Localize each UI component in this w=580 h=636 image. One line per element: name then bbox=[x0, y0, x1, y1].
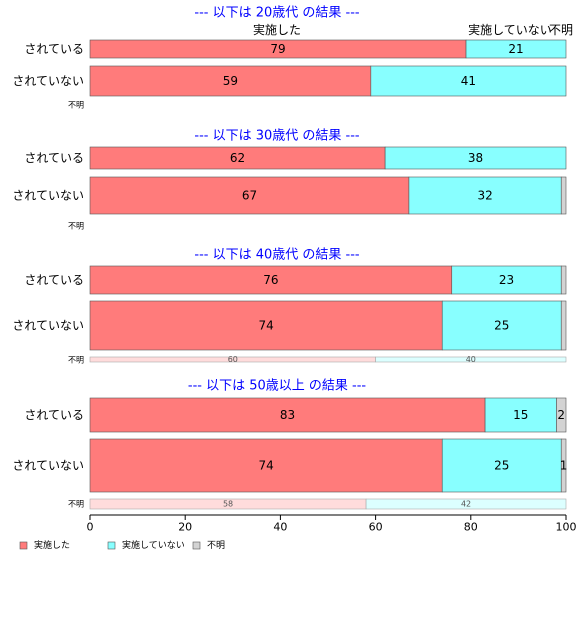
bar-value-label: 60 bbox=[228, 355, 238, 364]
bar-value-label: 76 bbox=[263, 273, 278, 287]
panel-1: --- 以下は 20歳代 の結果 --- されている 79 21 されていない 59 41 不… bbox=[12, 6, 567, 110]
bar-segment bbox=[560, 176, 567, 215]
row-label: されていない bbox=[12, 189, 84, 203]
bar-value-label: 21 bbox=[508, 42, 523, 56]
legend-label: 実施した bbox=[34, 539, 70, 551]
legend-label: 不明 bbox=[207, 540, 225, 551]
bar-segment bbox=[89, 397, 486, 433]
legend-swatch bbox=[19, 541, 28, 550]
bar-segment bbox=[408, 176, 562, 215]
panel-2: --- 以下は 30歳代 の結果 --- されている 62 38 されていない 67 32 不… bbox=[12, 129, 567, 231]
bar-value-label: 62 bbox=[230, 151, 245, 165]
bar-value-label: 67 bbox=[242, 189, 257, 203]
panel-4: --- 以下は 50歳以上 の結果 --- されている 83 15 2 されていない 74 2… bbox=[12, 379, 567, 510]
x-tick-label: 0 bbox=[87, 521, 94, 534]
legend-label: 実施していない bbox=[122, 539, 185, 551]
bar-segment bbox=[560, 438, 567, 493]
bar-segment bbox=[89, 65, 372, 97]
bar-value-label: 40 bbox=[466, 355, 476, 364]
bar-segment bbox=[484, 397, 557, 433]
bar-value-label: 2 bbox=[557, 408, 565, 422]
row-label-unknown: 不明 bbox=[68, 500, 84, 509]
row-label-unknown: 不明 bbox=[68, 222, 84, 231]
row-label: されていない bbox=[12, 459, 84, 473]
bar-segment bbox=[375, 356, 567, 363]
bar-segment bbox=[441, 300, 562, 351]
bar-segment bbox=[556, 397, 567, 433]
panel-title: --- 以下は 50歳以上 の結果 --- bbox=[188, 379, 367, 394]
column-header-unknown: 不明 bbox=[549, 23, 573, 37]
row-label-unknown: 不明 bbox=[68, 356, 84, 365]
column-header-not-implemented: 実施していない bbox=[468, 22, 552, 37]
bar-segment bbox=[89, 300, 443, 351]
panel-title: --- 以下は 40歳代 の結果 --- bbox=[194, 248, 360, 263]
x-tick-label: 40 bbox=[273, 521, 287, 534]
row-label-unknown: 不明 bbox=[68, 101, 84, 110]
bar-segment bbox=[370, 65, 567, 97]
x-tick-label: 100 bbox=[556, 521, 577, 534]
bar-segment bbox=[465, 39, 567, 59]
bar-value-label: 42 bbox=[461, 500, 471, 509]
row-label: されている bbox=[24, 408, 84, 422]
bar-value-label: 74 bbox=[258, 319, 273, 333]
bar-value-label: 58 bbox=[223, 500, 233, 509]
column-header-implemented: 実施した bbox=[253, 22, 301, 37]
bar-value-label: 79 bbox=[270, 42, 285, 56]
panel-3: --- 以下は 40歳代 の結果 --- されている 76 23 されていない 74 25 不… bbox=[12, 248, 567, 365]
bar-value-label: 25 bbox=[494, 459, 509, 473]
panel-title: --- 以下は 30歳代 の結果 --- bbox=[194, 129, 360, 144]
bar-segment bbox=[560, 300, 567, 351]
bar-segment bbox=[89, 438, 443, 493]
bar-value-label: 59 bbox=[223, 74, 238, 88]
x-tick-label: 80 bbox=[464, 521, 478, 534]
bar-segment bbox=[560, 265, 567, 295]
bar-value-label: 41 bbox=[461, 74, 476, 88]
bar-value-label: 23 bbox=[499, 273, 514, 287]
x-tick-label: 60 bbox=[369, 521, 383, 534]
bar-segment bbox=[89, 265, 453, 295]
x-tick-label: 20 bbox=[178, 521, 192, 534]
row-label: されていない bbox=[12, 74, 84, 88]
bar-value-label: 32 bbox=[477, 189, 492, 203]
row-label: されている bbox=[24, 273, 84, 287]
row-label: されている bbox=[24, 42, 84, 56]
bar-value-label: 38 bbox=[468, 151, 483, 165]
legend-swatch bbox=[107, 541, 116, 550]
bar-segment bbox=[451, 265, 562, 295]
legend-swatch bbox=[192, 541, 201, 550]
bar-value-label: 1 bbox=[560, 459, 568, 473]
bar-segment bbox=[365, 498, 567, 510]
bar-value-label: 74 bbox=[258, 459, 273, 473]
row-label: されていない bbox=[12, 319, 84, 333]
bar-value-label: 25 bbox=[494, 319, 509, 333]
bar-segment bbox=[89, 176, 410, 215]
row-label: されている bbox=[24, 151, 84, 165]
bar-segment bbox=[384, 146, 567, 170]
bar-value-label: 15 bbox=[513, 408, 528, 422]
bar-value-label: 83 bbox=[280, 408, 295, 422]
panel-title: --- 以下は 20歳代 の結果 --- bbox=[194, 6, 360, 21]
